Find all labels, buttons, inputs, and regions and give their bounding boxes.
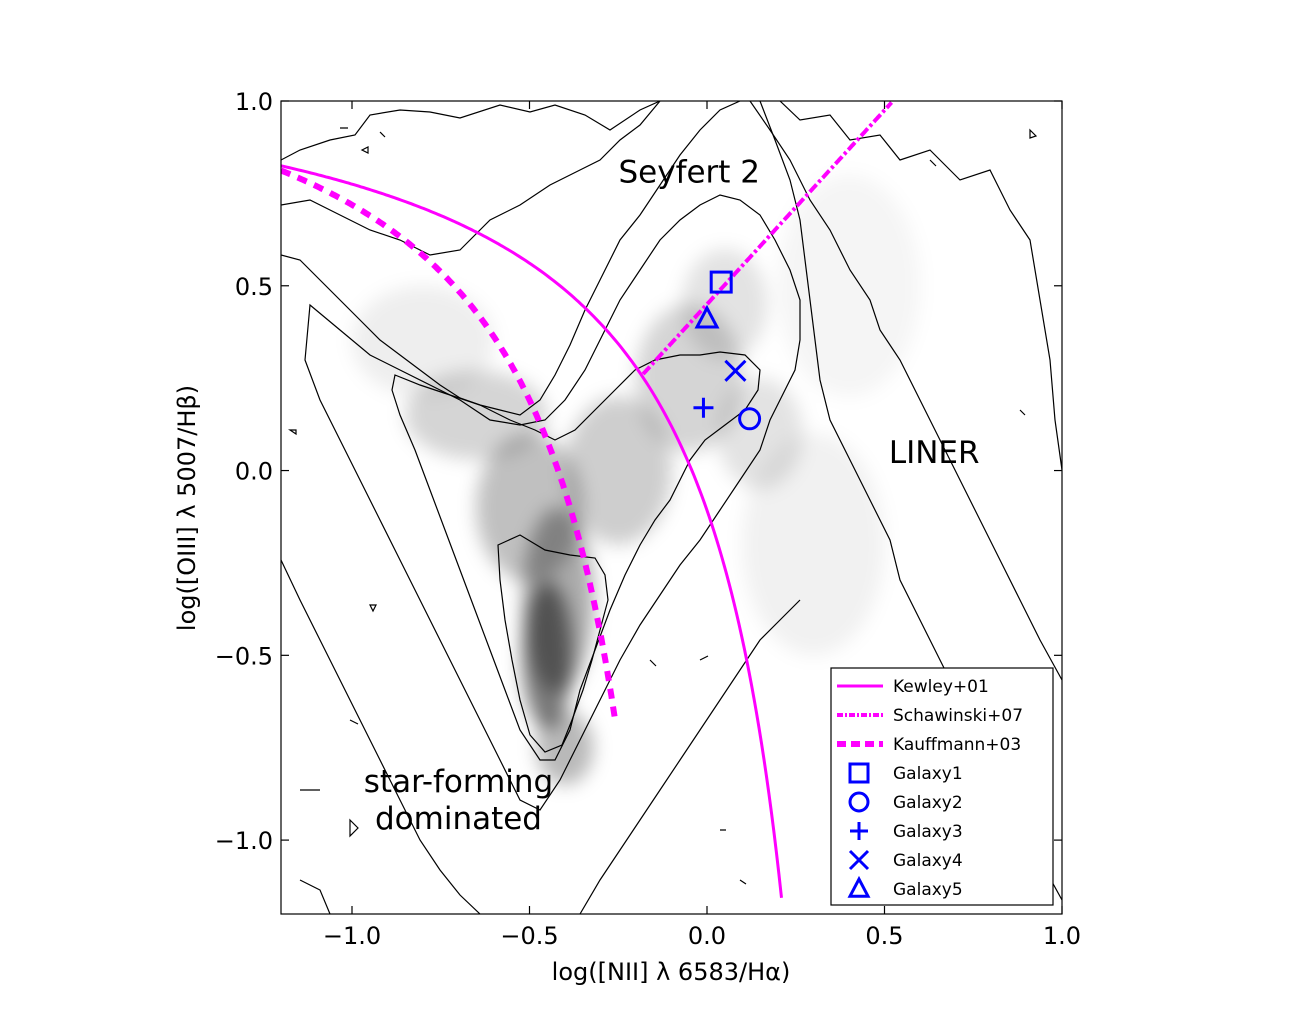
density-blob [778, 175, 920, 397]
legend-label: Galaxy5 [893, 880, 963, 900]
demarcation-curves [281, 101, 894, 898]
density-histogram [352, 175, 920, 785]
y-tick-label: 0.5 [235, 273, 273, 301]
legend-label: Galaxy3 [893, 822, 963, 842]
density-blob [742, 433, 885, 656]
legend-box [830, 667, 1054, 906]
density-blob [352, 285, 494, 397]
legend-entry: Kauffmann+03 [837, 735, 1021, 755]
legend-entry: Galaxy3 [850, 822, 963, 842]
legend-label: Galaxy4 [893, 851, 963, 871]
density-blob [682, 248, 768, 360]
y-tick-label: 0.0 [235, 458, 273, 486]
region-label: star-forming [364, 764, 553, 800]
marker-galaxy2 [738, 407, 762, 431]
region-label: Seyfert 2 [618, 154, 760, 190]
x-tick-label: 0.5 [865, 922, 903, 950]
contour-level-3 [391, 351, 761, 761]
legend-entry: Schawinski+07 [837, 706, 1023, 726]
curve-kewley [281, 164, 783, 898]
contour-outer [281, 101, 1062, 471]
legend-entry: Kewley+01 [837, 677, 989, 697]
contour-level-4 [497, 534, 609, 753]
legend-entry: Galaxy2 [848, 791, 963, 813]
curve-schawinski [641, 101, 894, 376]
x-tick-label: −1.0 [323, 922, 381, 950]
density-blob [565, 396, 672, 545]
x-tick-label: −0.5 [500, 922, 558, 950]
legend-label: Galaxy1 [893, 764, 963, 784]
legend-label: Galaxy2 [893, 793, 963, 813]
y-tick-label: −1.0 [215, 827, 273, 855]
contour-right-outer [749, 101, 1062, 681]
legend-label: Kauffmann+03 [893, 735, 1021, 755]
contour-level-2 [304, 194, 801, 811]
x-tick-label: 0.0 [688, 922, 726, 950]
legend-marker [848, 791, 870, 813]
legend-label: Kewley+01 [893, 677, 989, 697]
legend-entry: Galaxy1 [848, 762, 963, 784]
galaxy-markers [693, 270, 762, 431]
marker-galaxy4 [724, 359, 747, 382]
contour-outer-2 [281, 101, 661, 256]
x-tick-label: 1.0 [1043, 922, 1081, 950]
plot-frame [280, 100, 1063, 915]
y-tick-label: −0.5 [215, 642, 273, 670]
curve-kauffmann [281, 167, 618, 718]
x-axis-label: log([NII] λ 6583/Hα) [552, 958, 791, 986]
region-label: dominated [375, 801, 542, 837]
region-label: LINER [889, 435, 980, 471]
y-axis-label: log([OIII] λ 5007/Hβ) [173, 385, 201, 631]
marker-galaxy3 [693, 397, 714, 418]
legend-marker [850, 822, 868, 840]
marker-galaxy1 [709, 270, 733, 294]
axis-ticks: −1.0 −0.5 0.0 0.5 1.0 −1.0 −0.5 0.0 0.5 1.0 [215, 88, 1081, 950]
legend-entry: Galaxy4 [848, 849, 963, 871]
legend-marker [848, 849, 870, 871]
legend-marker [848, 762, 870, 784]
density-blob [536, 710, 594, 785]
legend-label: Schawinski+07 [893, 706, 1023, 726]
contour-level-1 [281, 101, 1062, 914]
legend-marker [847, 875, 871, 898]
marker-galaxy5 [694, 304, 720, 329]
y-tick-label: 1.0 [235, 88, 273, 116]
legend-entry: Galaxy5 [847, 875, 963, 900]
legend: Kewley+01 Schawinski+07 Kauffmann+03 Galaxy… [830, 667, 1054, 906]
contour-lines [281, 101, 1062, 914]
